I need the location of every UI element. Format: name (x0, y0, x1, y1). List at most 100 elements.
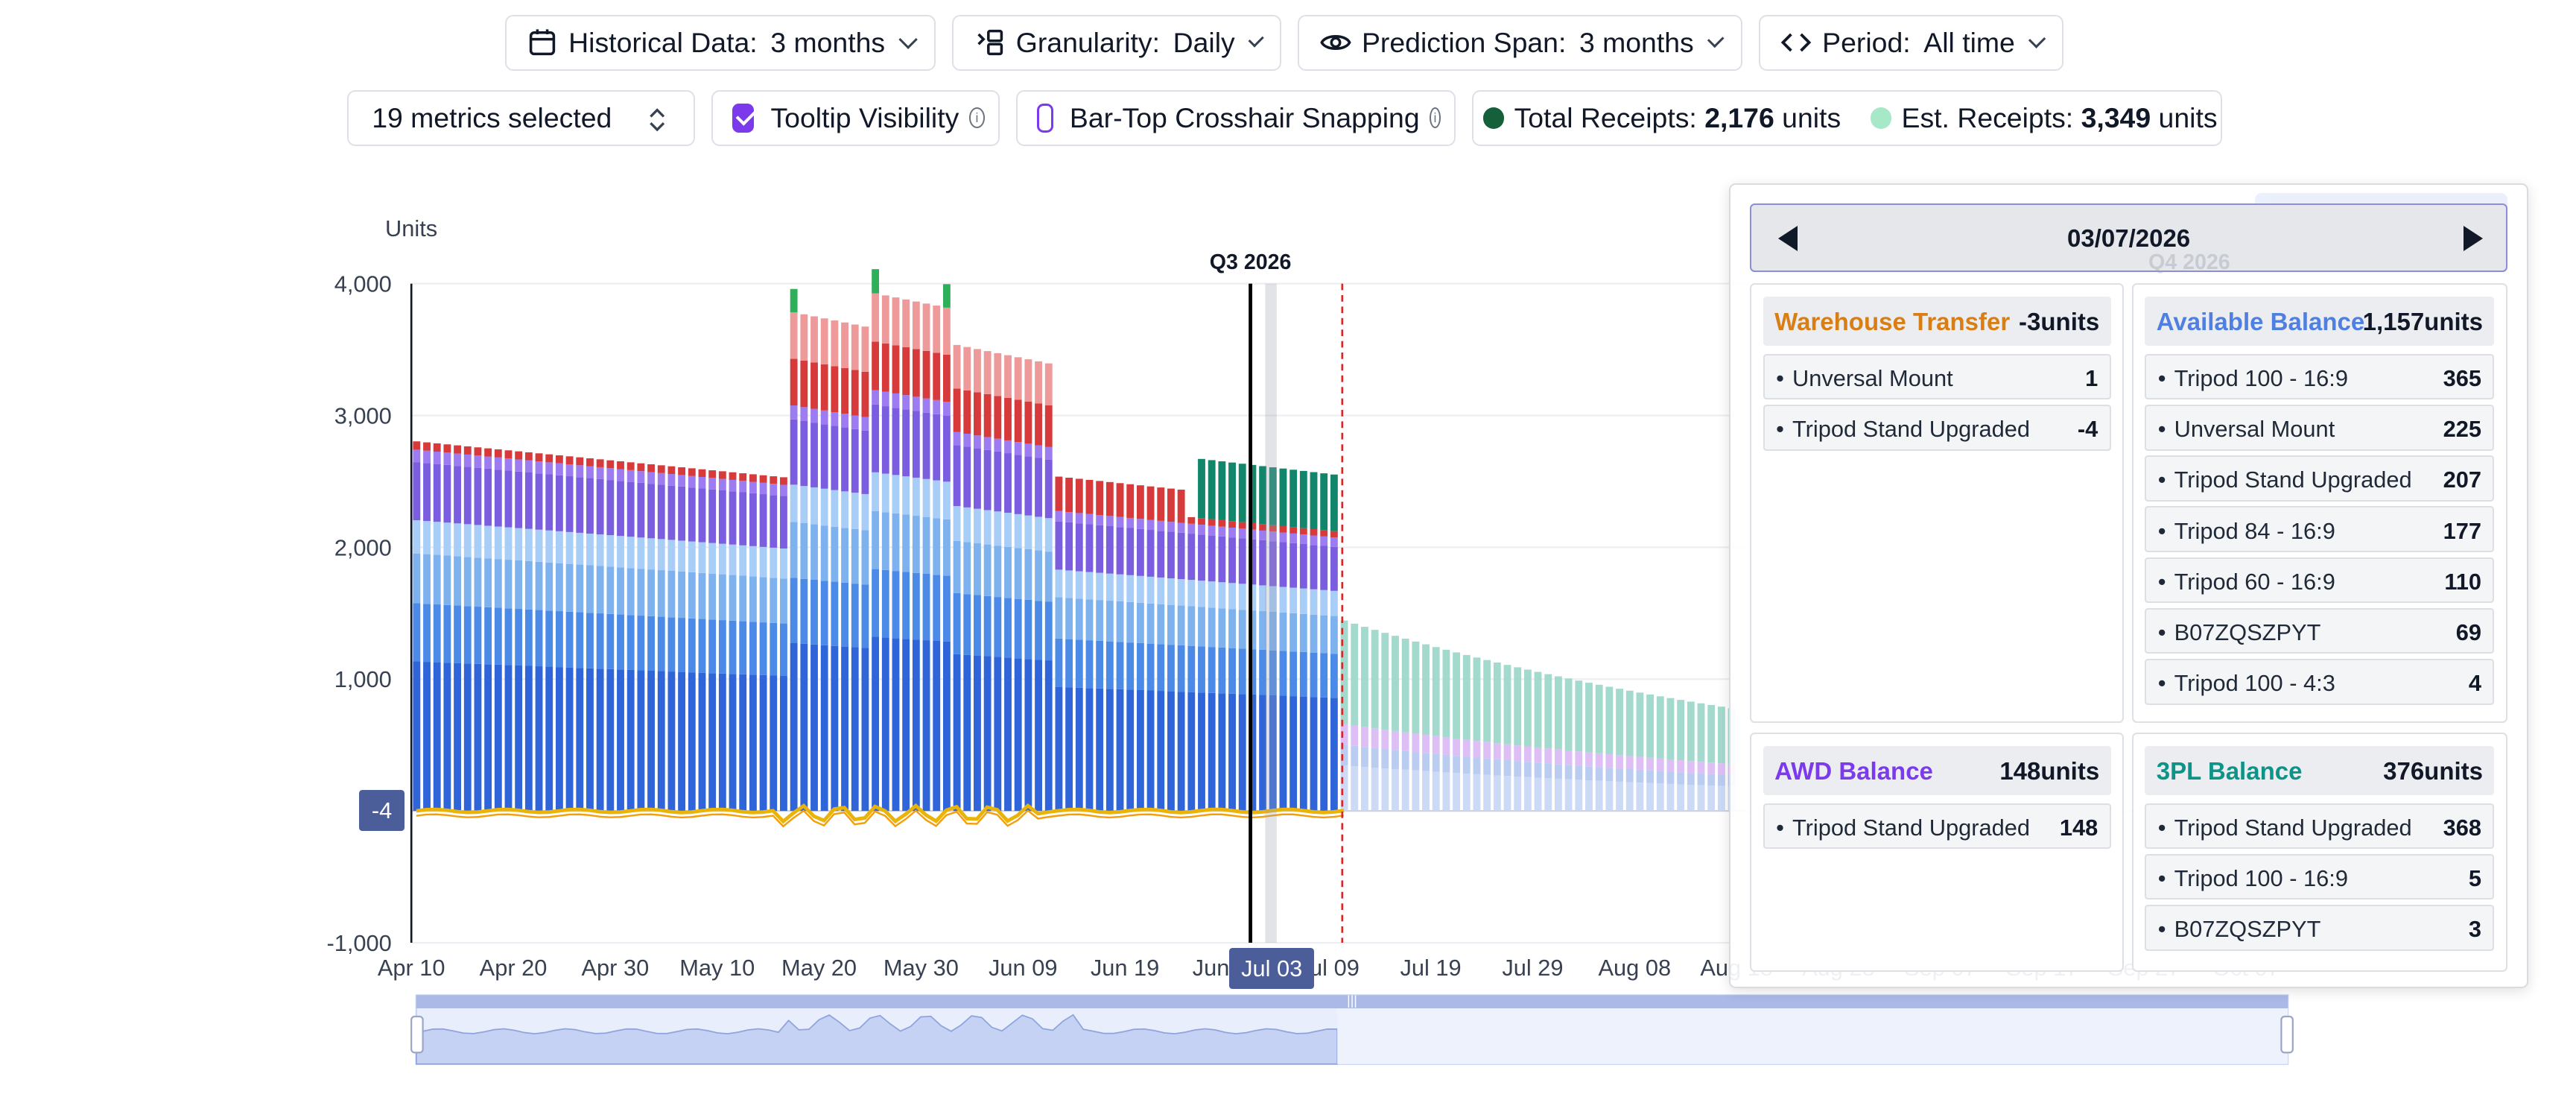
bar-segment (1198, 518, 1205, 525)
metrics-select[interactable]: 19 metrics selected (347, 90, 695, 146)
forecast-bar-segment (1585, 780, 1593, 812)
forecast-bar-segment (1422, 644, 1430, 736)
forecast-bar-segment (1585, 752, 1593, 767)
bar-segment (688, 475, 696, 488)
bar-segment (1228, 537, 1236, 584)
bar-segment (1096, 600, 1104, 641)
tooltip-card-title: AWD Balance (1774, 756, 1933, 785)
bar-segment (912, 477, 920, 516)
tooltip-row-name: Tripod Stand Upgraded (2158, 467, 2412, 493)
bar-segment (1167, 645, 1175, 692)
period-select[interactable]: Period: All time (1758, 14, 2063, 71)
bar-segment (1075, 598, 1083, 640)
bar-segment (1146, 519, 1155, 531)
tooltip-row: Tripod Stand Upgraded 148 (1763, 803, 2111, 850)
bar-segment (902, 299, 910, 347)
bar-segment (1177, 579, 1185, 606)
x-tick-label: Jul 19 (1400, 955, 1462, 981)
bar-segment (1289, 696, 1298, 812)
bar-segment (963, 507, 971, 543)
bar-segment (831, 645, 839, 812)
bar-segment (1177, 645, 1185, 692)
bar-segment (454, 556, 461, 606)
bar-segment (454, 445, 461, 454)
historical-data-select[interactable]: Historical Data: 3 months (504, 14, 936, 71)
bar-segment (1096, 481, 1104, 516)
x-tick-label: Apr 30 (582, 955, 650, 981)
info-icon[interactable]: i (1429, 107, 1441, 129)
bar-segment (596, 459, 604, 467)
bar-segment (1198, 581, 1205, 607)
bar-segment (974, 448, 981, 509)
bar-segment (678, 475, 686, 487)
bar-segment (1279, 542, 1287, 587)
bar-segment (1279, 695, 1287, 812)
bar-segment (1085, 513, 1094, 525)
forecast-bar-segment (1717, 774, 1725, 786)
info-icon[interactable]: i (968, 107, 986, 129)
bar-segment (770, 622, 778, 676)
bar-segment (555, 455, 563, 464)
bar-segment (881, 406, 889, 474)
tooltip-row: B07ZQSZPYT 69 (2145, 607, 2495, 654)
bar-segment (922, 398, 930, 413)
prediction-span-select[interactable]: Prediction Span: 3 months (1298, 14, 1742, 71)
bar-segment (647, 569, 655, 616)
bar-segment (790, 288, 798, 312)
forecast-bar-segment (1361, 767, 1368, 812)
bar-segment (576, 668, 584, 812)
bar-segment (841, 528, 848, 583)
bar-segment (463, 524, 472, 557)
bar-segment (718, 620, 726, 674)
bar-segment (596, 467, 604, 479)
bar-segment (759, 546, 767, 578)
bar-segment (1065, 570, 1073, 598)
bar-segment (1330, 654, 1338, 698)
est-receipts-dot (1870, 107, 1892, 129)
bar-segment (1269, 531, 1277, 542)
granularity-select[interactable]: Granularity: Daily (952, 14, 1282, 71)
forecast-bar-segment (1616, 689, 1623, 756)
forecast-bar-segment (1351, 766, 1359, 812)
bar-segment (1014, 357, 1022, 400)
tooltip-visibility-toggle[interactable]: Tooltip Visibility i (711, 90, 1000, 146)
bar-segment (1157, 520, 1165, 531)
crosshair-snapping-toggle[interactable]: Bar-Top Crosshair Snapping i (1016, 90, 1456, 146)
range-slider-grip-icon: ||| (1347, 993, 1357, 1008)
forecast-bar-segment (1432, 736, 1440, 754)
bar-segment (1320, 653, 1328, 698)
bar-segment (881, 295, 889, 344)
bar-segment (698, 469, 706, 478)
bar-segment (872, 269, 880, 294)
bar-segment (708, 573, 717, 620)
tooltip-row: Tripod 84 - 16:9 177 (2145, 506, 2495, 552)
hover-y-badge: -4 (358, 790, 405, 832)
bar-segment (626, 462, 635, 470)
bar-segment (545, 666, 553, 812)
total-receipts-label: Total Receipts: (1514, 101, 1697, 133)
bar-segment (963, 390, 971, 434)
forecast-bar-segment (1717, 785, 1725, 812)
bar-segment (861, 326, 869, 372)
next-date-arrow-icon[interactable] (2463, 226, 2483, 252)
bar-segment (1249, 529, 1257, 540)
bar-segment (1198, 458, 1205, 519)
prev-date-arrow-icon[interactable] (1777, 226, 1798, 252)
bar-segment (698, 672, 706, 812)
forecast-bar-segment (1432, 647, 1440, 736)
bar-segment (974, 349, 981, 393)
tooltip-visibility-checkbox[interactable] (732, 103, 755, 133)
tooltip-card-awd-balance: AWD Balance 148units Tripod Stand Upgraded… (1750, 733, 2124, 973)
bar-segment (576, 564, 584, 613)
bar-segment (963, 542, 971, 595)
tooltip-row-name: B07ZQSZPYT (2158, 916, 2321, 943)
crosshair-snapping-checkbox[interactable] (1037, 103, 1053, 133)
bar-segment (718, 478, 726, 490)
chart-lines: Q3 2026 (416, 250, 1345, 943)
bar-segment (1004, 657, 1012, 812)
bar-segment (515, 459, 523, 472)
bar-segment (994, 511, 1002, 546)
forecast-bar-segment (1361, 727, 1368, 747)
bar-segment (729, 674, 737, 812)
